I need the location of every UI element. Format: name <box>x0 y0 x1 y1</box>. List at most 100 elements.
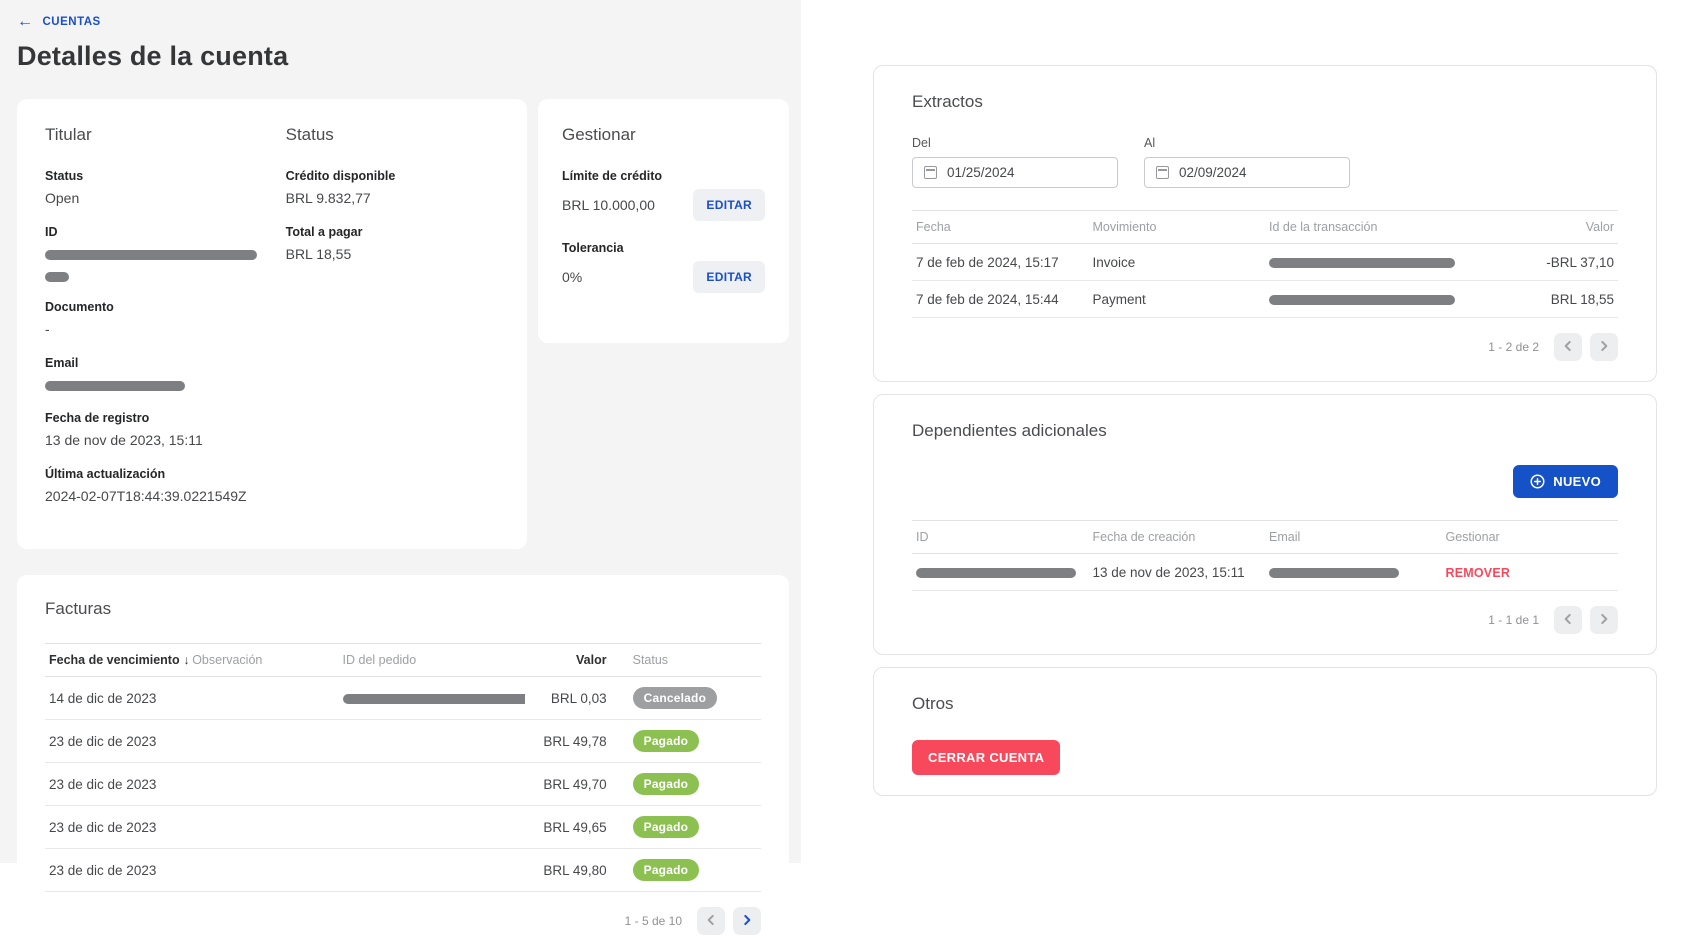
cell-valor: BRL 49,70 <box>524 762 611 807</box>
status-section-title: Status <box>285 125 334 144</box>
plus-circle-icon <box>1530 474 1545 489</box>
dependientes-card: Dependientes adicionales NUEVO ID Fecha … <box>873 394 1657 655</box>
tolerancia-label: Tolerancia <box>562 241 624 255</box>
cell-valor: BRL 0,03 <box>524 676 611 721</box>
extractos-header-row: Fecha Movimiento Id de la transacción Va… <box>912 210 1618 244</box>
editar-tolerancia-button[interactable]: EDITAR <box>693 261 765 293</box>
cell-valor: BRL 49,65 <box>524 805 611 850</box>
fecha-registro-value: 13 de nov de 2023, 15:11 <box>45 432 203 449</box>
next-page-button[interactable] <box>733 907 761 936</box>
tolerancia-value: 0% <box>562 268 583 285</box>
cell-observacion <box>188 805 339 850</box>
prev-page-button[interactable] <box>1554 606 1582 634</box>
documento-label: Documento <box>45 299 114 314</box>
cell-observacion <box>188 848 339 893</box>
cell-pedido <box>338 848 525 893</box>
dependientes-pagination: 1 - 1 de 1 <box>912 606 1618 634</box>
otros-card: Otros CERRAR CUENTA <box>873 667 1657 796</box>
editar-limite-button[interactable]: EDITAR <box>693 189 765 221</box>
factura-row: 23 de dic de 2023 BRL 49,65 Pagado <box>45 805 761 850</box>
extractos-table: Fecha Movimiento Id de la transacción Va… <box>912 210 1618 318</box>
factura-row: 23 de dic de 2023 BRL 49,70 Pagado <box>45 762 761 807</box>
field-credito-disponible: Crédito disponible BRL 9.832,77 <box>286 169 499 208</box>
titular-column: Titular Status Open ID Documento <box>45 125 286 523</box>
field-status: Status Open <box>45 169 286 208</box>
credito-disponible-value: BRL 9.832,77 <box>285 190 371 206</box>
status-badge: Pagado <box>632 816 700 839</box>
total-pagar-label: Total a pagar <box>285 224 363 239</box>
top-cards-row: Titular Status Open ID Documento <box>17 99 789 550</box>
cell-fecha: 23 de dic de 2023 <box>45 848 189 893</box>
nuevo-button[interactable]: NUEVO <box>1513 465 1618 498</box>
cell-valor: BRL 49,80 <box>524 848 611 893</box>
credito-disponible-label: Crédito disponible <box>285 169 396 183</box>
cell-gestionar: REMOVER <box>1441 553 1618 591</box>
ultima-actualizacion-value: 2024-02-07T18:44:39.0221549Z <box>45 488 247 505</box>
extractos-title: Extractos <box>912 92 983 111</box>
extractos-header-transaccion: Id de la transacción <box>1265 210 1520 244</box>
cell-id-redacted <box>912 553 1089 591</box>
cell-transaccion-redacted <box>1265 280 1520 318</box>
dependientes-header-creacion: Fecha de creación <box>1088 520 1265 554</box>
facturas-title: Facturas <box>45 599 112 619</box>
breadcrumb-back-cuentas[interactable]: ← CUENTAS <box>17 14 101 30</box>
chevron-left-icon <box>1561 612 1575 629</box>
redacted-value <box>45 250 257 261</box>
date-filter-al: Al 02/09/2024 <box>1144 136 1350 188</box>
prev-page-button[interactable] <box>1554 333 1582 361</box>
redacted-value <box>916 567 1076 578</box>
del-date-input[interactable]: 01/25/2024 <box>912 157 1118 188</box>
prev-page-button[interactable] <box>697 907 725 936</box>
al-date-input[interactable]: 02/09/2024 <box>1144 157 1350 188</box>
redacted-value <box>1269 567 1399 578</box>
nuevo-button-row: NUEVO <box>912 465 1618 498</box>
facturas-header-pedido: ID del pedido <box>338 643 525 678</box>
cell-creacion: 13 de nov de 2023, 15:11 <box>1088 553 1265 591</box>
cell-status: Pagado <box>610 848 761 893</box>
chevron-left-icon <box>704 913 718 930</box>
total-pagar-value: BRL 18,55 <box>285 245 352 262</box>
cell-pedido <box>338 805 525 850</box>
email-value-redacted <box>45 376 286 395</box>
page-title: Detalles de la cuenta <box>17 41 289 71</box>
field-id: ID <box>45 225 286 283</box>
al-label: Al <box>1144 136 1156 150</box>
calendar-icon <box>1156 166 1169 179</box>
facturas-header-observacion: Observación <box>188 643 339 678</box>
redacted-value <box>342 694 525 705</box>
titular-card: Titular Status Open ID Documento <box>17 99 527 550</box>
field-documento: Documento - <box>45 300 286 339</box>
dependientes-header-id: ID <box>912 520 1089 554</box>
extractos-pagination: 1 - 2 de 2 <box>912 333 1618 361</box>
sort-desc-icon: ↓ <box>184 653 189 667</box>
factura-row: 23 de dic de 2023 BRL 49,80 Pagado <box>45 848 761 893</box>
status-value: Open <box>45 190 80 206</box>
redacted-value <box>45 380 185 391</box>
limite-credito-label: Límite de crédito <box>562 169 663 183</box>
facturas-header-fecha[interactable]: Fecha de vencimiento↓ <box>45 643 189 678</box>
extracto-row: 7 de feb de 2024, 15:17 Invoice -BRL 37,… <box>912 243 1618 281</box>
next-page-button[interactable] <box>1590 333 1618 361</box>
field-email: Email <box>45 356 286 395</box>
remover-link[interactable]: REMOVER <box>1445 565 1511 580</box>
nuevo-button-label: NUEVO <box>1553 474 1601 489</box>
cell-fecha: 7 de feb de 2024, 15:17 <box>912 243 1089 281</box>
next-page-button[interactable] <box>1590 606 1618 634</box>
cell-fecha: 7 de feb de 2024, 15:44 <box>912 280 1089 318</box>
facturas-table: Fecha de vencimiento↓ Observación ID del… <box>45 643 761 893</box>
dependientes-table: ID Fecha de creación Email Gestionar 13 … <box>912 520 1618 591</box>
cell-observacion <box>188 762 339 807</box>
status-label: Status <box>45 169 84 183</box>
cell-pedido <box>338 762 525 807</box>
status-badge: Pagado <box>632 730 700 753</box>
email-label: Email <box>45 355 79 370</box>
field-ultima-actualizacion: Última actualización 2024-02-07T18:44:39… <box>45 467 286 506</box>
redacted-value <box>45 271 69 282</box>
cell-observacion <box>188 719 339 764</box>
date-filters: Del 01/25/2024 Al 02/09/2024 <box>912 136 1618 188</box>
status-badge: Pagado <box>632 773 700 796</box>
cerrar-cuenta-button[interactable]: CERRAR CUENTA <box>912 740 1061 775</box>
facturas-header-row: Fecha de vencimiento↓ Observación ID del… <box>45 643 761 678</box>
cell-observacion <box>188 676 339 721</box>
ultima-actualizacion-label: Última actualización <box>45 467 166 482</box>
